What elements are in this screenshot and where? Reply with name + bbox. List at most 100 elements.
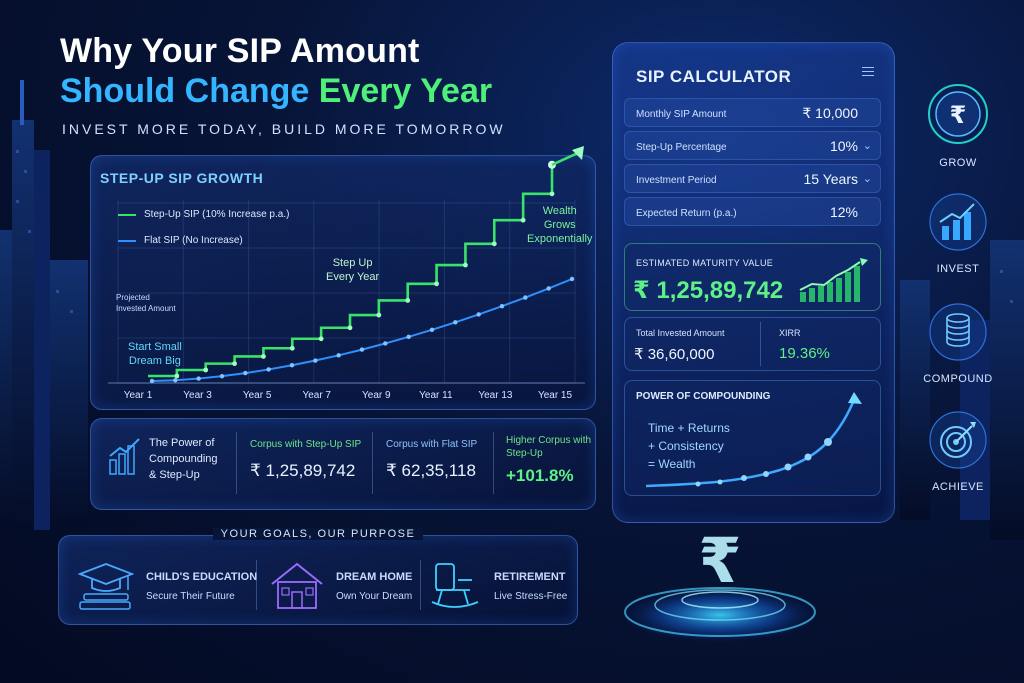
- stat-stepup-corpus: Corpus with Step-Up SIP ₹ 1,25,89,742: [250, 438, 361, 481]
- achieve-label: ACHIEVE: [932, 481, 984, 493]
- house-icon: [271, 562, 323, 609]
- stat-flat-value: ₹ 62,35,118: [386, 461, 476, 480]
- stat-higher-label: Higher Corpus with Step-Up: [506, 435, 592, 459]
- corpus-comparison-panel: [90, 418, 596, 510]
- goal-dream-home: DREAM HOME Own Your Dream: [270, 560, 412, 612]
- field-value: 15 Years: [803, 171, 859, 187]
- legend-stepup-swatch: [118, 213, 136, 216]
- stat-higher-value: +101.8%: [506, 466, 574, 485]
- investment-period-select[interactable]: Investment Period 15 Years ⌄: [624, 164, 881, 193]
- stat-stepup-value: ₹ 1,25,89,742: [250, 461, 356, 480]
- divider: [760, 322, 761, 366]
- y-axis-note: Projected Invested Amount: [116, 293, 176, 313]
- invested-label: Total Invested Amount: [636, 328, 725, 338]
- field-label: Step-Up Percentage: [636, 142, 727, 153]
- x-tick-label: Year 13: [478, 390, 513, 401]
- stepup-arrow-head: [572, 146, 584, 160]
- goal-retirement-sub: Live Stress-Free: [494, 590, 568, 602]
- legend-flat-label: Flat SIP (No Increase): [144, 235, 243, 246]
- annotation-step-up: Step Up Every Year: [326, 257, 380, 283]
- xirr-label: XIRR: [779, 328, 801, 338]
- power-of-compounding-text: Time + Returns + Consistency = Wealth: [648, 421, 730, 471]
- annotation-start-small: Start Small Dream Big: [128, 341, 182, 367]
- x-tick-label: Year 7: [302, 390, 331, 401]
- field-label: Monthly SIP Amount: [636, 109, 727, 120]
- divider: [493, 432, 494, 494]
- rupee-hologram-icon: ₹: [698, 524, 741, 597]
- compound-badge: COMPOUND: [923, 302, 993, 385]
- flat-sip-point: [196, 376, 201, 381]
- invested-xirr-card: [624, 317, 881, 371]
- stepup-sip-point: [318, 336, 324, 342]
- stepup-percentage-select[interactable]: Step-Up Percentage 10% ⌄: [624, 131, 881, 160]
- flat-sip-point: [523, 295, 528, 300]
- divider: [236, 432, 237, 494]
- goal-retirement: RETIREMENT Live Stress-Free: [430, 560, 567, 612]
- svg-text:₹: ₹: [698, 524, 741, 597]
- flat-sip-point: [149, 378, 155, 384]
- page-title-line2: Should Change Every Year: [60, 72, 492, 111]
- x-tick-label: Year 9: [362, 390, 391, 401]
- chevron-down-icon: ⌄: [862, 173, 872, 185]
- stepup-sip-point: [174, 373, 180, 379]
- stepup-sip-point: [261, 354, 266, 359]
- field-value: ₹ 10,000: [802, 105, 858, 121]
- field-value: 10%: [829, 138, 858, 154]
- flat-sip-point: [569, 276, 575, 282]
- flat-sip-point: [546, 286, 551, 291]
- divider: [256, 560, 257, 610]
- field-label: Investment Period: [636, 175, 717, 186]
- flat-sip-point: [406, 334, 411, 340]
- rocking-chair-icon: [431, 563, 479, 608]
- power-of-compounding-label: The Power of Compounding & Step-Up: [149, 437, 218, 481]
- flat-sip-point: [429, 327, 435, 333]
- chevron-down-icon: ⌄: [862, 140, 872, 152]
- compound-label: COMPOUND: [923, 373, 993, 385]
- achieve-badge: ACHIEVE: [923, 410, 993, 493]
- goal-childs-education-title: CHILD'S EDUCATION: [146, 570, 258, 583]
- stepup-sip-point: [549, 191, 555, 197]
- stat-higher-corpus: Higher Corpus with Step-Up +101.8%: [506, 434, 591, 486]
- tagline: INVEST MORE TODAY, BUILD MORE TOMORROW: [62, 121, 506, 137]
- x-tick-label: Year 3: [183, 390, 212, 401]
- xirr-value: 19.36%: [779, 345, 830, 362]
- stepup-sip-point: [434, 281, 439, 287]
- x-tick-label: Year 1: [124, 390, 153, 401]
- legend-flat: Flat SIP (No Increase): [118, 235, 243, 246]
- bar-growth-icon: [109, 438, 140, 475]
- goal-dream-home-sub: Own Your Dream: [336, 590, 413, 602]
- flat-sip-point: [453, 320, 458, 325]
- goal-dream-home-title: DREAM HOME: [336, 570, 413, 583]
- x-tick-label: Year 11: [419, 390, 453, 401]
- graduation-cap-icon: [78, 563, 134, 610]
- stepup-sip-point: [520, 217, 526, 223]
- monthly-sip-amount-field[interactable]: Monthly SIP Amount ₹ 10,000: [624, 98, 881, 127]
- stepup-sip-point: [463, 262, 468, 268]
- invest-badge: INVEST: [923, 192, 993, 275]
- flat-sip-line: [151, 278, 573, 382]
- title-highlight-green: Every Year: [318, 72, 493, 110]
- stepup-sip-point: [376, 312, 382, 318]
- mini-growth-bars-icon: [799, 258, 868, 302]
- flat-sip-point: [383, 341, 388, 346]
- expected-return-field[interactable]: Expected Return (p.a.) 12%: [624, 197, 881, 226]
- grow-label: GROW: [939, 157, 977, 169]
- invested-value: ₹ 36,60,000: [634, 346, 715, 363]
- annotation-wealth-grows: Wealth Grows Exponentially: [527, 205, 593, 245]
- stepup-sip-point: [289, 345, 295, 351]
- stepup-sip-point: [232, 361, 237, 367]
- flat-sip-point: [289, 363, 295, 368]
- flat-sip-point: [359, 347, 365, 352]
- title-highlight-blue: Should Change: [60, 72, 319, 110]
- flat-sip-point: [336, 353, 341, 358]
- menu-icon[interactable]: [862, 64, 874, 79]
- flat-sip-point: [266, 367, 271, 372]
- target-icon: [929, 411, 987, 469]
- maturity-value: ₹ 1,25,89,742: [633, 277, 784, 304]
- power-of-compounding-title: POWER OF COMPOUNDING: [636, 391, 771, 402]
- stat-flat-label: Corpus with Flat SIP: [386, 439, 478, 450]
- field-label: Expected Return (p.a.): [636, 208, 737, 219]
- maturity-label: ESTIMATED MATURITY VALUE: [636, 258, 774, 268]
